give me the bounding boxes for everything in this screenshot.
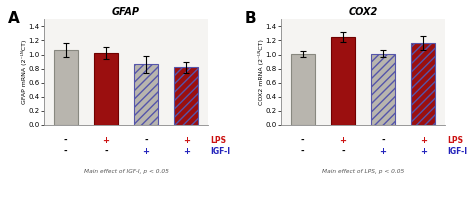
Text: +: + (143, 147, 149, 156)
Y-axis label: GFAP mRNA (2⁻ᴸᴺCT): GFAP mRNA (2⁻ᴸᴺCT) (21, 40, 27, 104)
Text: +: + (419, 136, 427, 145)
Bar (331, 37, 355, 125)
Text: -: - (341, 147, 345, 156)
Text: -: - (301, 136, 305, 145)
Text: Main effect of LPS, p < 0.05: Main effect of LPS, p < 0.05 (322, 169, 404, 174)
Text: -: - (301, 147, 305, 156)
Text: +: + (380, 147, 386, 156)
Text: B: B (245, 11, 256, 26)
Text: -: - (104, 147, 108, 156)
Text: Main effect of IGF-I, p < 0.05: Main effect of IGF-I, p < 0.05 (83, 169, 168, 174)
Title: GFAP: GFAP (112, 7, 140, 17)
Text: -: - (64, 136, 68, 145)
Text: IGF-I: IGF-I (210, 147, 230, 156)
Text: -: - (64, 147, 68, 156)
Bar (371, 54, 395, 125)
Text: LPS: LPS (210, 136, 226, 145)
Bar (94, 53, 118, 125)
Y-axis label: COX2 mRNA (2⁻ᴸᴺCT): COX2 mRNA (2⁻ᴸᴺCT) (258, 39, 264, 105)
Text: +: + (182, 136, 190, 145)
Bar (291, 54, 315, 125)
Title: COX2: COX2 (348, 7, 378, 17)
Text: +: + (182, 147, 190, 156)
Text: LPS: LPS (447, 136, 463, 145)
Bar (134, 64, 158, 125)
Text: -: - (144, 136, 148, 145)
Text: +: + (339, 136, 346, 145)
Text: A: A (8, 11, 19, 26)
Text: +: + (102, 136, 109, 145)
Text: IGF-I: IGF-I (447, 147, 467, 156)
Text: -: - (381, 136, 385, 145)
Bar (411, 43, 435, 125)
Bar (54, 50, 78, 125)
Bar (174, 67, 198, 125)
Text: +: + (419, 147, 427, 156)
